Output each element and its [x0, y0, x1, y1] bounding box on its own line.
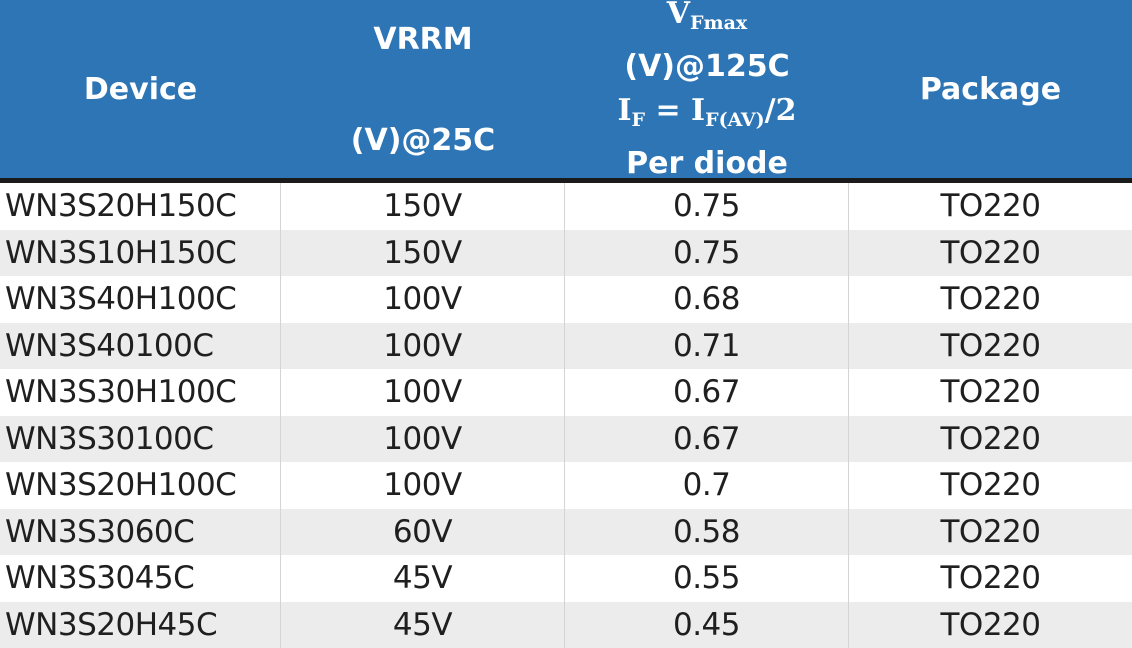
header-cell: Package: [849, 0, 1132, 178]
table-cell: 100V: [281, 369, 565, 416]
table-cell: 100V: [281, 322, 565, 369]
header-text: (V)@125C: [624, 49, 790, 84]
header-cell: VRRM (V)@25C: [281, 0, 565, 178]
table-cell: TO220: [940, 327, 1041, 364]
header-text: I: [617, 93, 632, 128]
table-cell: TO220: [940, 513, 1041, 550]
table-cell: WN3S40100C: [0, 322, 281, 369]
header-cell: Device: [0, 0, 281, 178]
table-cell: 0.55: [565, 555, 849, 602]
table-row: WN3S10H150C 150V 0.75 TO220: [0, 229, 1132, 276]
header-text: (V)@25C: [350, 123, 496, 158]
table-cell: 0.75: [565, 229, 849, 276]
header-text: V: [666, 0, 691, 31]
table-row: WN3S20H100C 100V 0.7 TO220: [0, 462, 1132, 509]
header-text: = I: [645, 93, 706, 128]
table-cell: 0.75: [565, 183, 849, 230]
table-cell: TO220: [940, 188, 1041, 224]
header-text: Per diode: [626, 146, 788, 181]
header-cell: VFmax (V)@125C IF = IF(AV)/2 Per diode: [565, 0, 849, 181]
table-cell: WN3S20H45C: [0, 601, 281, 648]
header-text: F: [631, 109, 646, 131]
table-row: WN3S20H45C 45V 0.45 TO220: [0, 601, 1132, 648]
table-cell: 100V: [281, 462, 565, 509]
table-cell: TO220: [940, 606, 1041, 643]
table-row: WN3S30100C 100V 0.67 TO220: [0, 415, 1132, 462]
table-row: WN3S20H150C 150V 0.75 TO220: [0, 183, 1132, 230]
table-cell: 60V: [281, 508, 565, 555]
table-cell: 0.58: [565, 508, 849, 555]
table-cell: TO220: [940, 467, 1041, 503]
table-cell: WN3S10H150C: [0, 229, 281, 276]
table-cell: 100V: [281, 415, 565, 462]
table-row: WN3S30H100C 100V 0.67 TO220: [0, 369, 1132, 416]
table-cell: 150V: [281, 183, 565, 230]
table-cell: WN3S30H100C: [0, 369, 281, 416]
table-cell: 0.7: [565, 462, 849, 509]
table-cell: TO220: [940, 234, 1041, 271]
table-cell: 0.68: [565, 276, 849, 323]
table-cell: WN3S20H100C: [0, 462, 281, 509]
table-cell: 0.67: [565, 369, 849, 416]
table-row: WN3S3060C 60V 0.58 TO220: [0, 508, 1132, 555]
table-cell: WN3S30100C: [0, 415, 281, 462]
table-cell: TO220: [940, 420, 1041, 457]
table-cell: TO220: [940, 560, 1041, 596]
header-text: Fmax: [690, 12, 748, 34]
header-text: F(AV): [705, 109, 765, 131]
table-cell: WN3S3060C: [0, 508, 281, 555]
table-cell: 0.71: [565, 322, 849, 369]
table-cell: 45V: [281, 555, 565, 602]
table-body: WN3S20H150C 150V 0.75 TO220 WN3S10H150C 150V 0…: [0, 183, 1132, 648]
table-cell: 100V: [281, 276, 565, 323]
table-cell: WN3S20H150C: [0, 183, 281, 230]
header-text: Package: [919, 71, 1062, 107]
header-symbol: VFmax: [667, 0, 748, 45]
header-text: Device: [83, 71, 198, 107]
table-cell: TO220: [940, 281, 1041, 317]
table-row: WN3S40100C 100V 0.71 TO220: [0, 322, 1132, 369]
header-formula: IF = IF(AV)/2: [617, 89, 796, 142]
table-cell: 0.67: [565, 415, 849, 462]
table-row: WN3S40H100C 100V 0.68 TO220: [0, 276, 1132, 323]
header-text: VRRM: [373, 22, 473, 57]
table-cell: 150V: [281, 229, 565, 276]
table-cell: WN3S3045C: [0, 555, 281, 602]
table-row: WN3S3045C 45V 0.55 TO220: [0, 555, 1132, 602]
table-cell: TO220: [940, 374, 1041, 410]
header-text: /2: [764, 93, 797, 128]
table-cell: 45V: [281, 601, 565, 648]
header-rule: [0, 178, 1132, 183]
table-header: Device VRRM (V)@25C VFmax (V)@125C IF = …: [0, 0, 1132, 181]
table-cell: 0.45: [565, 601, 849, 648]
table-cell: WN3S40H100C: [0, 276, 281, 323]
